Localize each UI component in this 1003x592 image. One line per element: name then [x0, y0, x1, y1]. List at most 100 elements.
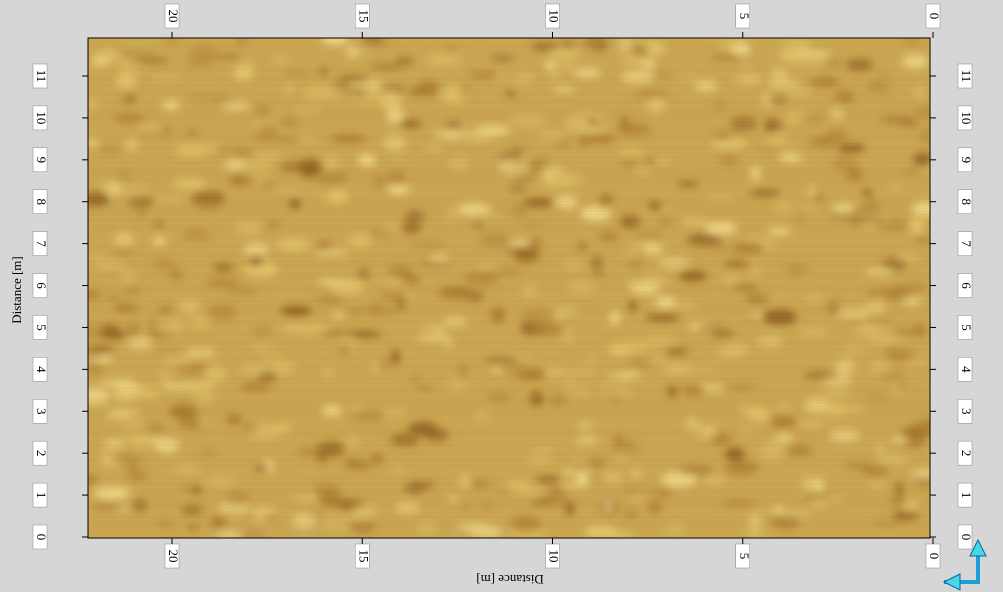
- texture-blob: [521, 286, 538, 297]
- texture-blob: [289, 198, 301, 209]
- texture-blob: [764, 97, 788, 103]
- texture-blob: [538, 131, 566, 140]
- texture-blob: [417, 520, 436, 535]
- texture-blob: [721, 500, 756, 507]
- texture-blob: [296, 136, 320, 143]
- texture-blob: [609, 310, 621, 326]
- x-tick-label: 20: [166, 550, 181, 563]
- texture-blob: [711, 54, 743, 60]
- texture-blob: [686, 233, 722, 247]
- texture-blob: [810, 292, 820, 301]
- texture-blob: [832, 155, 857, 172]
- texture-blob: [127, 435, 163, 445]
- texture-blob: [908, 420, 930, 437]
- texture-blob: [234, 222, 263, 234]
- texture-blob: [114, 383, 142, 396]
- texture-blob: [679, 77, 698, 82]
- tick-box: [164, 3, 180, 29]
- texture-blob: [423, 146, 443, 151]
- texture-blob: [88, 349, 106, 359]
- texture-blob: [313, 250, 350, 256]
- texture-blob: [590, 255, 603, 271]
- tick-box: [32, 399, 48, 424]
- texture-blob: [359, 48, 370, 55]
- texture-blob: [385, 108, 405, 122]
- texture-blob: [889, 387, 907, 394]
- texture-blob: [879, 456, 909, 463]
- texture-blob: [242, 423, 257, 432]
- tick-box: [957, 105, 973, 131]
- texture-blob: [509, 516, 541, 532]
- texture-blob: [90, 56, 109, 68]
- texture-blob: [509, 113, 545, 126]
- texture-blob: [394, 501, 420, 515]
- texture-blob: [623, 508, 639, 520]
- texture-blob: [563, 329, 575, 344]
- texture-blob: [483, 357, 519, 366]
- texture-blob: [628, 300, 638, 312]
- texture-blob: [171, 465, 200, 474]
- texture-blob: [651, 71, 673, 79]
- texture-blob: [88, 323, 103, 339]
- texture-blob: [784, 263, 809, 275]
- texture-blob: [96, 179, 129, 187]
- texture-blob: [337, 335, 357, 352]
- texture-blob: [869, 479, 887, 490]
- texture-blob: [411, 373, 420, 384]
- texture-blob: [868, 289, 878, 300]
- texture-blob: [311, 194, 339, 199]
- texture-blob: [195, 393, 217, 404]
- texture-blob: [617, 147, 645, 158]
- texture-blob: [663, 523, 686, 538]
- texture-blob: [563, 369, 597, 375]
- texture-blob: [153, 221, 164, 227]
- texture-blob: [748, 509, 781, 514]
- texture-blob: [403, 291, 416, 300]
- texture-blob: [707, 195, 735, 201]
- texture-blob: [474, 410, 489, 420]
- texture-blob: [132, 498, 148, 513]
- texture-blob: [903, 38, 920, 44]
- texture-blob: [724, 447, 745, 461]
- texture-blob: [767, 227, 791, 235]
- texture-blob: [175, 143, 209, 158]
- texture-blob: [644, 159, 656, 165]
- texture-blob: [914, 477, 930, 486]
- texture-blob: [557, 62, 577, 72]
- tick-box: [925, 3, 941, 29]
- texture-blob: [727, 383, 755, 390]
- texture-blob: [826, 299, 841, 315]
- texture-blob: [584, 525, 618, 538]
- texture-blob: [93, 486, 130, 501]
- texture-blob: [495, 268, 523, 274]
- texture-blob: [600, 382, 609, 394]
- tick-box: [32, 231, 48, 256]
- orientation-icon: [942, 538, 987, 591]
- texture-blob: [152, 256, 175, 271]
- texture-blob: [908, 217, 925, 234]
- texture-blob: [404, 210, 425, 225]
- texture-blob: [217, 501, 251, 514]
- y-tick-label: 7: [34, 240, 49, 247]
- texture-blob: [130, 68, 141, 74]
- texture-blob: [186, 59, 213, 67]
- texture-blob: [136, 57, 170, 63]
- texture-blob: [259, 353, 282, 361]
- texture-blob: [619, 38, 631, 53]
- texture-blob: [620, 340, 650, 353]
- texture-blob: [447, 206, 457, 222]
- texture-blob: [552, 87, 575, 92]
- texture-blob: [523, 198, 554, 207]
- texture-blob: [729, 116, 758, 131]
- texture-blob: [892, 509, 919, 521]
- texture-blob: [471, 479, 490, 489]
- texture-blob: [902, 53, 929, 70]
- texture-blob: [879, 218, 909, 232]
- texture-blob: [642, 335, 677, 349]
- texture-blob: [849, 319, 859, 325]
- texture-blob: [845, 58, 874, 71]
- texture-blob: [626, 258, 644, 270]
- texture-blob: [484, 273, 499, 285]
- texture-blob: [365, 305, 397, 317]
- texture-blob: [344, 459, 372, 471]
